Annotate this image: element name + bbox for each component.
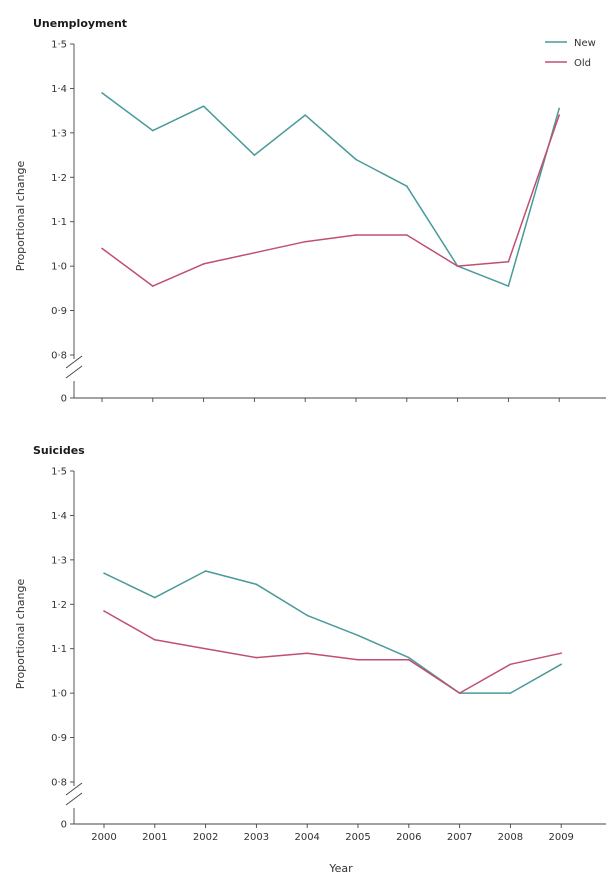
x-tick-label: 2004 [294,832,319,843]
data-point-old [558,114,560,116]
y-tick-label: 1·2 [51,173,67,184]
suicides-y-axis-label: Proportional change [14,579,27,690]
x-tick-label: 2003 [244,832,269,843]
x-tick-label: 2005 [345,832,370,843]
y-tick-label: 0·9 [51,733,67,744]
data-point-old [255,656,258,659]
y-tick-label: 1·5 [51,467,67,478]
y-tick-label: 1·2 [51,600,67,611]
data-point-old [154,639,156,641]
y-tick-label: 1·5 [51,40,67,51]
axis-break-mark [65,365,83,379]
data-point-new [406,185,408,187]
x-tick-label: 2000 [91,832,116,843]
data-point-new [509,692,512,694]
y-tick-label: 1·1 [51,217,67,228]
data-point-new [152,129,154,132]
data-point-new [204,570,207,572]
y-tick-label: 0 [61,394,67,405]
suicides-title: Suicides [33,444,85,457]
y-tick-label: 1·4 [51,84,67,95]
series-line-old [103,610,562,694]
unemployment-panel: Unemployment Proportional change New Old… [14,17,606,405]
data-point-old [357,659,359,661]
legend-label-old: Old [574,58,591,69]
data-point-old [507,260,510,263]
y-tick-label: 0·8 [51,778,67,789]
axis-break-mark [65,792,83,806]
data-point-new [306,614,309,617]
data-point-new [202,105,205,107]
data-point-old [204,647,207,650]
unemployment-legend: New Old [545,38,596,69]
legend-label-new: New [574,38,596,49]
x-tick-label: 2006 [396,832,421,843]
data-point-new [355,158,357,161]
data-point-old [456,265,459,267]
y-tick-label: 1·3 [51,555,67,566]
data-point-old [458,692,461,694]
suicides-panel: Suicides Proportional change Year 0 0·8 0·… [14,444,606,874]
series-line-new [103,570,562,694]
series-line-new [101,92,560,287]
unemployment-y-axis-label: Proportional change [14,161,27,272]
axis-break-mark [65,782,83,796]
y-tick-label: 1·4 [51,511,67,522]
y-tick-label: 1·3 [51,128,67,139]
data-point-new [558,107,560,110]
x-axis-label: Year [328,862,353,874]
data-point-old [560,652,562,654]
data-point-old [304,240,307,243]
data-point-new [304,114,307,116]
data-point-new [507,285,510,287]
y-tick-label: 0·8 [51,351,67,362]
y-tick-label: 0 [61,820,67,831]
data-point-old [406,234,408,236]
data-point-new [253,154,256,156]
data-point-new [103,572,105,574]
x-tick-label: 2007 [447,832,472,843]
data-point-old [103,610,105,612]
x-tick-label: 2008 [498,832,523,843]
y-tick-label: 0·9 [51,306,67,317]
data-point-new [408,656,410,659]
data-point-new [357,634,359,637]
data-point-old [306,652,309,654]
series-line-old [101,114,560,287]
data-point-old [509,663,512,666]
data-point-new [101,92,103,94]
data-point-new [154,596,156,599]
y-tick-label: 1·0 [51,262,67,273]
y-tick-label: 1·0 [51,689,67,700]
x-tick-label: 2001 [142,832,167,843]
axis-break-mark [65,355,83,369]
data-point-new [255,583,258,586]
x-tick-label: 2002 [193,832,218,843]
data-point-old [152,285,154,287]
unemployment-title: Unemployment [33,17,127,30]
data-point-old [101,247,103,250]
data-point-old [202,263,205,265]
data-point-old [408,659,410,661]
x-tick-label: 2009 [548,832,573,843]
data-point-old [253,252,256,254]
data-point-new [560,663,562,666]
y-tick-label: 1·1 [51,644,67,655]
data-point-old [355,234,357,236]
